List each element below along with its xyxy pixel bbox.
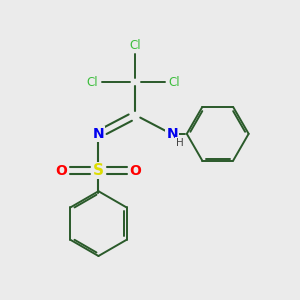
Text: N: N <box>166 127 178 141</box>
Text: O: O <box>56 164 68 178</box>
Text: Cl: Cl <box>130 39 141 52</box>
Text: Cl: Cl <box>87 76 98 89</box>
Text: Cl: Cl <box>168 76 180 89</box>
Text: S: S <box>93 163 104 178</box>
Text: O: O <box>129 164 141 178</box>
Text: H: H <box>176 138 183 148</box>
Text: N: N <box>93 127 104 141</box>
